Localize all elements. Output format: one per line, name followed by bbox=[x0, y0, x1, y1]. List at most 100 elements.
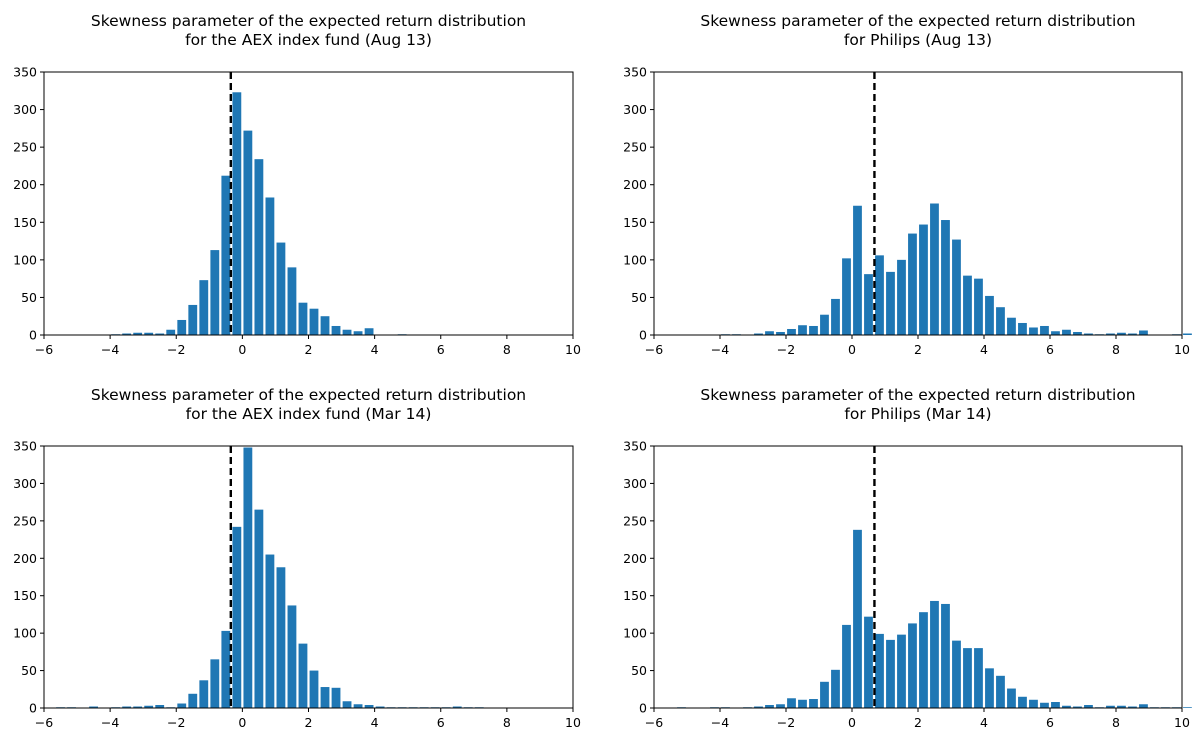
histogram-bar bbox=[320, 316, 330, 335]
histogram-bar bbox=[853, 205, 862, 335]
histogram-bar bbox=[309, 670, 319, 708]
y-tick-label: 250 bbox=[623, 513, 647, 528]
histogram-bar bbox=[210, 250, 220, 335]
histogram-bar bbox=[754, 706, 763, 708]
histogram-bar bbox=[254, 159, 264, 335]
histogram-bar bbox=[188, 693, 198, 708]
histogram-bar bbox=[331, 325, 341, 335]
histogram-bar bbox=[375, 706, 385, 708]
histogram-bar bbox=[1139, 330, 1148, 335]
histogram-bar bbox=[798, 325, 807, 335]
chart-title-line: Skewness parameter of the expected retur… bbox=[700, 386, 1135, 404]
x-tick-label: 6 bbox=[1046, 715, 1054, 730]
x-tick-label: −4 bbox=[711, 342, 729, 357]
y-tick-label: 0 bbox=[29, 328, 37, 343]
x-tick-label: 8 bbox=[1112, 342, 1120, 357]
x-tick-label: 2 bbox=[914, 715, 922, 730]
x-tick-label: −6 bbox=[645, 715, 663, 730]
x-tick-label: −2 bbox=[167, 715, 185, 730]
x-tick-label: 4 bbox=[980, 342, 988, 357]
histogram-bar bbox=[144, 705, 154, 708]
y-tick-label: 50 bbox=[631, 663, 647, 678]
histogram-bar bbox=[232, 92, 242, 335]
histogram-bar bbox=[952, 239, 961, 335]
chart-panel-3: Skewness parameter of the expected retur… bbox=[13, 386, 581, 730]
x-tick-label: 6 bbox=[437, 715, 445, 730]
histogram-bar bbox=[188, 304, 198, 335]
histogram-bar bbox=[364, 328, 374, 335]
x-tick-label: 8 bbox=[503, 342, 511, 357]
histogram-bar bbox=[199, 680, 209, 708]
histogram-bar bbox=[155, 705, 165, 708]
histogram-bar bbox=[199, 280, 209, 335]
x-tick-label: −2 bbox=[167, 342, 185, 357]
y-tick-label: 300 bbox=[13, 476, 37, 491]
histogram-bar bbox=[298, 302, 308, 335]
histogram-bar bbox=[974, 648, 983, 708]
x-tick-label: 10 bbox=[1174, 715, 1190, 730]
x-tick-label: 2 bbox=[914, 342, 922, 357]
x-tick-label: −6 bbox=[645, 342, 663, 357]
x-tick-label: −4 bbox=[711, 715, 729, 730]
histogram-bar bbox=[210, 659, 220, 708]
histogram-bar bbox=[864, 274, 873, 335]
y-tick-label: 200 bbox=[13, 177, 37, 192]
histogram-bar bbox=[864, 616, 873, 708]
histogram-bar bbox=[1018, 322, 1027, 335]
y-tick-label: 100 bbox=[13, 252, 37, 267]
histogram-bar bbox=[1062, 329, 1071, 335]
histogram-bar bbox=[974, 278, 983, 335]
x-tick-label: 6 bbox=[1046, 342, 1054, 357]
histogram-bar bbox=[842, 624, 851, 708]
chart-panel-4: Skewness parameter of the expected retur… bbox=[623, 386, 1192, 730]
histogram-bar bbox=[985, 668, 994, 708]
histogram-bar bbox=[452, 706, 462, 708]
histogram-bar bbox=[177, 703, 187, 708]
x-tick-label: 0 bbox=[238, 715, 246, 730]
x-tick-label: −4 bbox=[101, 342, 119, 357]
x-tick-label: 2 bbox=[305, 342, 313, 357]
histogram-bar bbox=[1051, 331, 1060, 335]
histogram-bar bbox=[89, 706, 98, 708]
chart-title-line: Skewness parameter of the expected retur… bbox=[91, 12, 526, 30]
histogram-bar bbox=[1139, 704, 1148, 708]
chart-title-line: for Philips (Aug 13) bbox=[844, 31, 992, 49]
x-tick-label: 10 bbox=[1174, 342, 1190, 357]
histogram-bar bbox=[886, 639, 895, 708]
x-tick-label: −2 bbox=[777, 342, 795, 357]
histogram-bar bbox=[798, 699, 807, 708]
histogram-bar bbox=[996, 675, 1005, 708]
histogram-bar bbox=[820, 314, 829, 335]
y-tick-label: 150 bbox=[13, 588, 37, 603]
histogram-bar bbox=[941, 603, 950, 708]
y-tick-label: 50 bbox=[631, 290, 647, 305]
histogram-bar bbox=[765, 331, 774, 335]
y-tick-label: 150 bbox=[623, 215, 647, 230]
histogram-bar bbox=[155, 333, 165, 335]
histogram-bar bbox=[287, 267, 297, 335]
histogram-bar bbox=[265, 554, 275, 708]
histogram-bar bbox=[122, 333, 132, 335]
y-tick-label: 150 bbox=[623, 588, 647, 603]
histogram-bar bbox=[243, 130, 253, 335]
histogram-bar bbox=[787, 698, 796, 708]
histogram-bar bbox=[765, 705, 774, 708]
y-tick-label: 300 bbox=[623, 476, 647, 491]
x-tick-label: 4 bbox=[980, 715, 988, 730]
axes-frame bbox=[43, 445, 574, 709]
y-tick-label: 100 bbox=[623, 252, 647, 267]
x-tick-label: −6 bbox=[35, 715, 53, 730]
histogram-bar bbox=[298, 643, 308, 708]
histogram-bar bbox=[1040, 325, 1049, 335]
axes-frame bbox=[653, 71, 1183, 336]
histogram-bar bbox=[897, 259, 906, 335]
x-tick-label: 0 bbox=[848, 342, 856, 357]
histogram-bar bbox=[963, 648, 972, 708]
x-tick-label: 8 bbox=[1112, 715, 1120, 730]
histogram-bar bbox=[133, 706, 143, 708]
x-tick-label: 0 bbox=[238, 342, 246, 357]
chart-title-line: for the AEX index fund (Aug 13) bbox=[185, 31, 432, 49]
y-tick-label: 350 bbox=[13, 65, 37, 80]
y-tick-label: 250 bbox=[623, 140, 647, 155]
